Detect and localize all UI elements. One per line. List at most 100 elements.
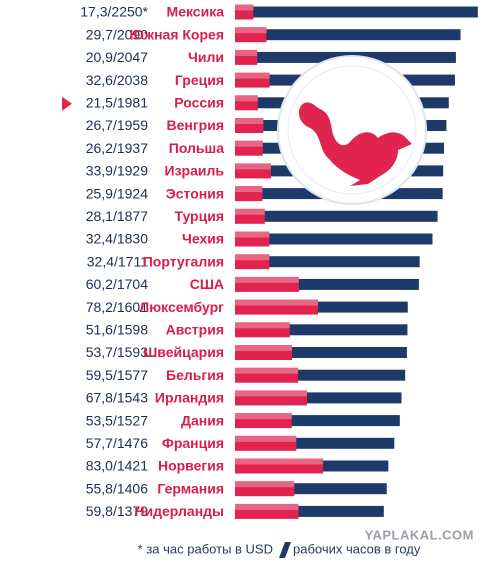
productivity-bar — [235, 163, 271, 179]
note-slash — [279, 542, 291, 558]
productivity-bar — [235, 4, 254, 20]
value-label: 32,6/2038 — [86, 72, 148, 88]
bar-shine — [235, 231, 270, 238]
productivity-bar — [235, 118, 264, 133]
category-label: Израиль — [165, 163, 225, 179]
value-label: 33,9/1929 — [86, 163, 148, 179]
category-label: Германия — [157, 480, 224, 496]
bar-shine — [235, 118, 264, 124]
bar-shine — [235, 367, 299, 374]
value-label: 32,4/1711 — [87, 253, 148, 269]
bar-shine — [235, 163, 271, 170]
category-label: Венгрия — [166, 117, 224, 133]
bar-shine — [235, 322, 290, 329]
productivity-bar — [235, 276, 299, 292]
value-label: 59,5/1577 — [86, 367, 148, 383]
value-label: 78,2/1601 — [86, 299, 148, 315]
productivity-bar — [235, 27, 267, 43]
productivity-bar — [235, 345, 292, 360]
bar-shine — [235, 345, 292, 351]
category-label: Португалия — [143, 253, 224, 269]
hours-bar — [235, 483, 387, 495]
productivity-bar — [235, 208, 265, 224]
value-label: 67,8/1543 — [86, 390, 148, 406]
productivity-bar — [235, 390, 307, 406]
productivity-bar — [235, 72, 270, 88]
value-label: 26,2/1937 — [86, 140, 148, 156]
productivity-bar — [235, 231, 270, 247]
bar-shine — [235, 186, 263, 193]
bar-shine — [235, 458, 324, 465]
bar-shine — [235, 435, 297, 442]
bar-shine — [235, 27, 267, 34]
hours-bar — [235, 505, 384, 517]
value-label: 83,0/1421 — [86, 458, 148, 474]
hours-bar — [235, 6, 478, 18]
productivity-bar — [235, 140, 263, 156]
bar-shine — [235, 299, 318, 306]
productivity-bar — [235, 322, 290, 338]
category-label: Южная Корея — [130, 26, 224, 42]
value-label: 55,8/1406 — [86, 480, 148, 496]
value-label: 59,8/1379 — [86, 503, 148, 519]
watermark: YAPLAKAL.COM — [364, 527, 474, 542]
category-label: Турция — [174, 208, 224, 224]
productivity-bar — [235, 186, 263, 202]
hours-bar — [235, 29, 461, 41]
bar-shine — [235, 503, 299, 510]
note-left: * за час работы в USD — [138, 541, 273, 556]
productivity-bar — [235, 254, 270, 270]
value-label: 32,4/1830 — [86, 231, 148, 247]
productivity-bar — [235, 49, 258, 65]
productivity-bar — [235, 299, 318, 315]
value-label: 53,5/1527 — [86, 412, 148, 428]
value-label: 26,7/1959 — [86, 117, 148, 133]
value-label: 57,7/1476 — [86, 435, 148, 451]
bar-shine — [235, 208, 265, 215]
category-label: Греция — [175, 72, 224, 88]
value-label: 21,5/1981 — [86, 95, 148, 111]
productivity-bar — [235, 413, 292, 429]
value-label: 53,7/1593 — [86, 344, 148, 360]
logo — [277, 55, 427, 205]
bar-shine — [235, 72, 270, 79]
hours-bar — [235, 347, 407, 358]
productivity-bar — [235, 503, 299, 519]
bar-shine — [235, 413, 292, 420]
category-label: Ирландия — [155, 390, 224, 406]
bar-shine — [235, 95, 258, 102]
category-label: Швейцария — [143, 344, 224, 360]
category-label: Мексика — [167, 4, 225, 20]
category-label: Франция — [162, 435, 224, 451]
category-label: Россия — [174, 95, 224, 111]
value-label: 20,9/2047 — [86, 49, 148, 65]
value-label: 51,6/1598 — [86, 322, 148, 338]
category-label: Эстония — [166, 185, 224, 201]
value-label: 17,3/2250* — [80, 4, 148, 20]
productivity-bar — [235, 481, 295, 497]
productivity-bar — [235, 435, 297, 451]
value-label: 28,1/1877 — [86, 208, 148, 224]
bar-shine — [235, 4, 254, 11]
hours-bar — [235, 278, 419, 290]
hours-bar — [235, 233, 433, 245]
bar-shine — [235, 49, 258, 56]
highlight-marker — [62, 96, 72, 111]
bar-shine — [235, 481, 295, 488]
category-label: Бельгия — [166, 367, 224, 383]
bar-shine — [235, 390, 307, 397]
hours-bar — [235, 415, 400, 427]
category-label: Нидерланды — [134, 503, 224, 519]
note-right: рабочих часов в году — [293, 541, 421, 556]
productivity-bar — [235, 367, 299, 383]
hours-bar — [235, 256, 420, 268]
value-label: 29,7/2090 — [86, 26, 148, 42]
category-label: Чехия — [182, 231, 224, 247]
value-label: 25,9/1924 — [86, 185, 148, 201]
productivity-bar — [235, 458, 324, 474]
category-label: Норвегия — [158, 458, 224, 474]
category-label: Чили — [188, 49, 224, 65]
productivity-bar — [235, 95, 258, 111]
value-label: 60,2/1704 — [86, 276, 148, 292]
